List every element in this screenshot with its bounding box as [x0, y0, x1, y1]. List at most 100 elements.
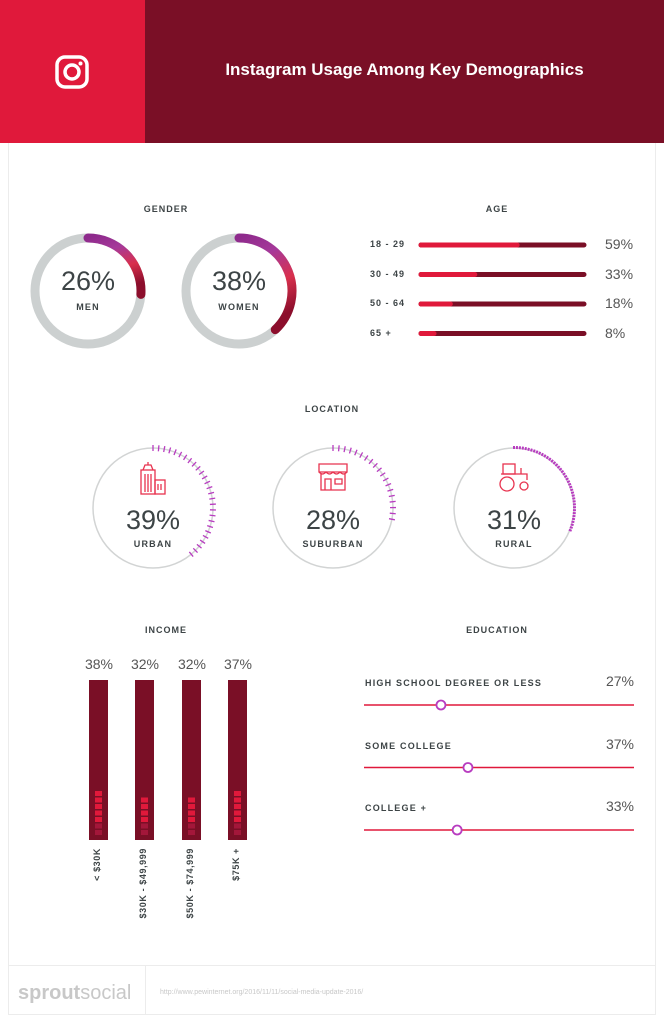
location-tick: [568, 528, 573, 532]
source-link[interactable]: http://www.pewinternet.org/2016/11/11/so…: [160, 989, 364, 996]
location-tick: [566, 480, 571, 484]
education-marker: [462, 762, 474, 773]
income-value: 38%: [84, 656, 114, 672]
location-tick: [359, 452, 364, 458]
location-tick: [364, 455, 369, 461]
income-label: $50K - $74,999: [185, 848, 195, 919]
income-title: INCOME: [145, 625, 187, 635]
location-tick: [562, 472, 566, 476]
income-bar: [182, 680, 201, 840]
income-bar-segment: [95, 804, 102, 809]
header-brand-panel: [0, 0, 145, 143]
income-bar-segment: [188, 797, 195, 803]
age-label: 50 - 64: [370, 298, 406, 308]
location-tick: [157, 445, 160, 452]
location-tick: [208, 519, 215, 523]
donut-value: 38%: [211, 266, 267, 296]
income-bar-segment: [188, 804, 195, 809]
location-tick: [530, 448, 533, 452]
location-tick: [552, 461, 557, 465]
income-bar-segment: [95, 797, 102, 803]
age-value: 8%: [605, 324, 626, 341]
location-tick: [571, 494, 575, 497]
donut-label: MEN: [76, 302, 100, 312]
income-bar-segment: [188, 830, 195, 835]
location-tick: [532, 449, 536, 453]
education-marker: [451, 824, 463, 836]
sproutsocial-logo: sproutsocial: [18, 982, 131, 1005]
location-tick: [388, 494, 395, 498]
location-tick: [199, 539, 206, 544]
location-tick: [195, 465, 201, 471]
location-tick: [569, 488, 574, 492]
income-bar-segment: [234, 797, 241, 803]
location-tick: [556, 465, 561, 469]
income-bar-segment: [234, 830, 241, 835]
header-title-panel: [145, 0, 664, 143]
donut-arc-women: [234, 233, 297, 335]
age-title: AGE: [485, 204, 509, 214]
location-tick: [202, 534, 209, 539]
education-title: EDUCATION: [466, 625, 528, 635]
location-tick: [563, 474, 568, 479]
income-value: 37%: [223, 656, 253, 672]
income-bar-segment: [188, 817, 195, 822]
education-marker: [435, 699, 447, 711]
location-tick: [337, 445, 340, 452]
location-tick: [379, 472, 386, 477]
logo-light: social: [80, 982, 132, 1004]
income-bar-segment: [234, 804, 241, 809]
age-label: 18 - 29: [370, 239, 406, 249]
location-tick: [163, 445, 166, 453]
income-bar: [228, 680, 247, 840]
location-value: 28%: [305, 505, 361, 535]
location-tick: [389, 500, 396, 503]
location-tick: [538, 451, 542, 456]
location-tick: [548, 457, 552, 462]
footer-separator: [145, 965, 146, 1015]
location-label: SUBURBAN: [302, 539, 364, 549]
income-bar-segment: [95, 817, 102, 822]
location-tick: [567, 482, 572, 486]
donut-label: WOMEN: [218, 302, 260, 312]
location-tick: [354, 449, 358, 456]
income-bar-segment: [95, 810, 102, 816]
location-tick: [182, 454, 188, 461]
location-tick: [543, 454, 547, 458]
income-label: < $30K: [92, 848, 102, 881]
education-label: COLLEGE +: [365, 803, 428, 813]
location-tick: [196, 543, 202, 549]
page-title: Instagram Usage Among Key Demographics: [225, 60, 584, 79]
education-label: HIGH SCHOOL DEGREE OR LESS: [365, 678, 543, 688]
location-tick: [385, 482, 392, 487]
location-tick: [570, 491, 575, 495]
income-bar-segment: [95, 791, 102, 796]
location-tick: [560, 469, 565, 474]
city-building-icon: [140, 462, 166, 495]
location-tick: [387, 488, 394, 492]
income-label: $30K - $49,999: [138, 848, 148, 919]
income-value: 32%: [130, 656, 160, 672]
income-bar: [89, 680, 108, 840]
location-tick: [540, 452, 544, 457]
age-label: 65 +: [370, 327, 392, 338]
location-tick: [389, 512, 396, 515]
location-tick: [565, 477, 569, 481]
location-tick: [527, 447, 530, 451]
location-tick: [388, 518, 396, 521]
income-label: $75K +: [231, 848, 241, 881]
location-tick: [207, 524, 214, 529]
location-tick: [376, 467, 382, 473]
location-label: RURAL: [495, 539, 533, 549]
income-bar-segment: [188, 810, 195, 816]
location-tick: [168, 447, 172, 454]
income-bar-segment: [95, 823, 102, 829]
income-bar-segment: [234, 791, 241, 796]
footer-divider: [8, 965, 656, 966]
income-bar-segment: [141, 804, 148, 809]
income-bar-segment: [188, 823, 195, 829]
location-tick: [173, 449, 177, 456]
logo-bold: sprout: [18, 982, 81, 1004]
income-value: 32%: [177, 656, 207, 672]
location-tick: [209, 497, 216, 500]
